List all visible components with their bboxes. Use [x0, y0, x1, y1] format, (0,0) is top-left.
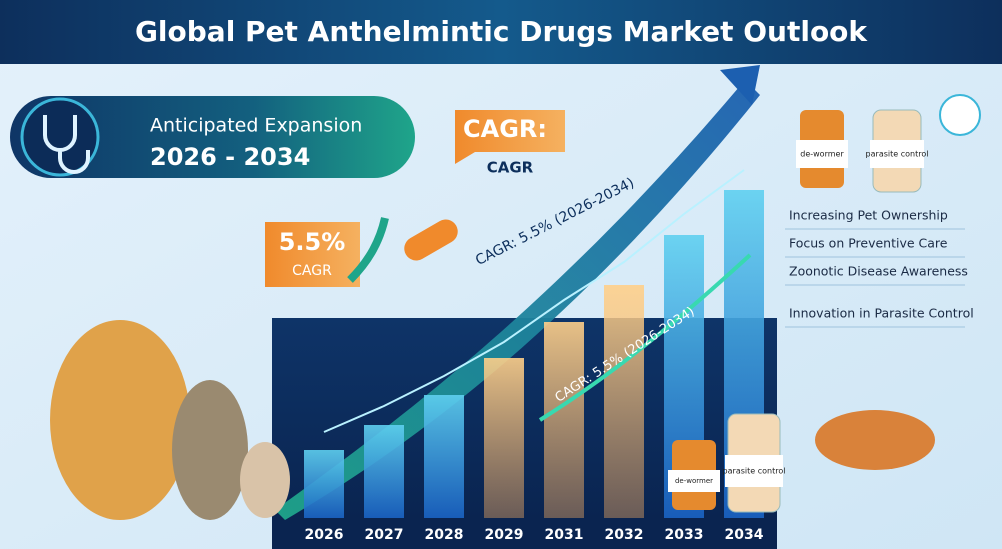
small-arrow	[347, 217, 389, 283]
bar	[304, 450, 344, 518]
factors: Increasing Pet Ownership Focus on Prevent…	[785, 208, 974, 328]
factor-item: Innovation in Parasite Control	[789, 306, 974, 321]
cagr-value: 5.5%	[279, 228, 346, 256]
cagr-label: CAGR	[292, 263, 332, 279]
bottle-label: de-wormer	[800, 150, 844, 159]
year-strip	[272, 520, 777, 549]
bottle-label: de-wormer	[675, 477, 713, 485]
bar	[604, 285, 644, 518]
cagr-badge-top	[455, 110, 565, 164]
title: Global Pet Anthelmintic Drugs Market Out…	[135, 15, 868, 48]
running-dog-illustration	[815, 410, 935, 470]
expansion-period: 2026 - 2034	[150, 143, 310, 171]
year-label: 2031	[545, 527, 584, 543]
stethoscope-icon	[20, 97, 100, 177]
year-label: 2029	[485, 527, 524, 543]
dog-illustration	[50, 320, 190, 520]
cagr-badge-left	[265, 222, 360, 287]
factor-item: Focus on Preventive Care	[789, 236, 948, 251]
cagr-title: CAGR:	[463, 115, 547, 143]
cagr-subtitle: CAGR	[487, 159, 534, 177]
year-label: 2032	[605, 527, 644, 543]
year-label: 2033	[665, 527, 704, 543]
bottle-label-bg	[796, 140, 848, 168]
rabbit-illustration	[240, 442, 290, 518]
year-label: 2034	[725, 527, 764, 543]
stethoscope	[43, 115, 90, 174]
bar	[484, 358, 524, 518]
pill-icon	[404, 219, 458, 261]
trend-line	[323, 169, 745, 433]
years: 2026 2027 2028 2029 2031 2032 2033 2034	[305, 527, 764, 543]
bottle-label-bg	[870, 140, 924, 168]
bottle-label: parasite control	[723, 467, 786, 476]
year-label: 2028	[425, 527, 464, 543]
trend-arrow	[538, 253, 752, 422]
header-band	[0, 0, 1002, 64]
arrow-head	[720, 65, 760, 105]
bar	[544, 322, 584, 518]
expansion-pill	[10, 96, 415, 178]
cat-illustration	[172, 380, 248, 520]
bottle-label-bg	[668, 470, 720, 492]
factor-item: Zoonotic Disease Awareness	[789, 264, 968, 279]
year-label: 2027	[365, 527, 404, 543]
expansion-label: Anticipated Expansion	[150, 115, 362, 137]
bottle-label: parasite control	[866, 150, 929, 159]
bars	[304, 190, 764, 518]
paw-icon	[939, 94, 981, 136]
bar	[424, 395, 464, 518]
bar	[364, 425, 404, 518]
factor-item: Increasing Pet Ownership	[789, 208, 948, 223]
year-label: 2026	[305, 527, 344, 543]
bottle-label-bg	[725, 455, 783, 487]
